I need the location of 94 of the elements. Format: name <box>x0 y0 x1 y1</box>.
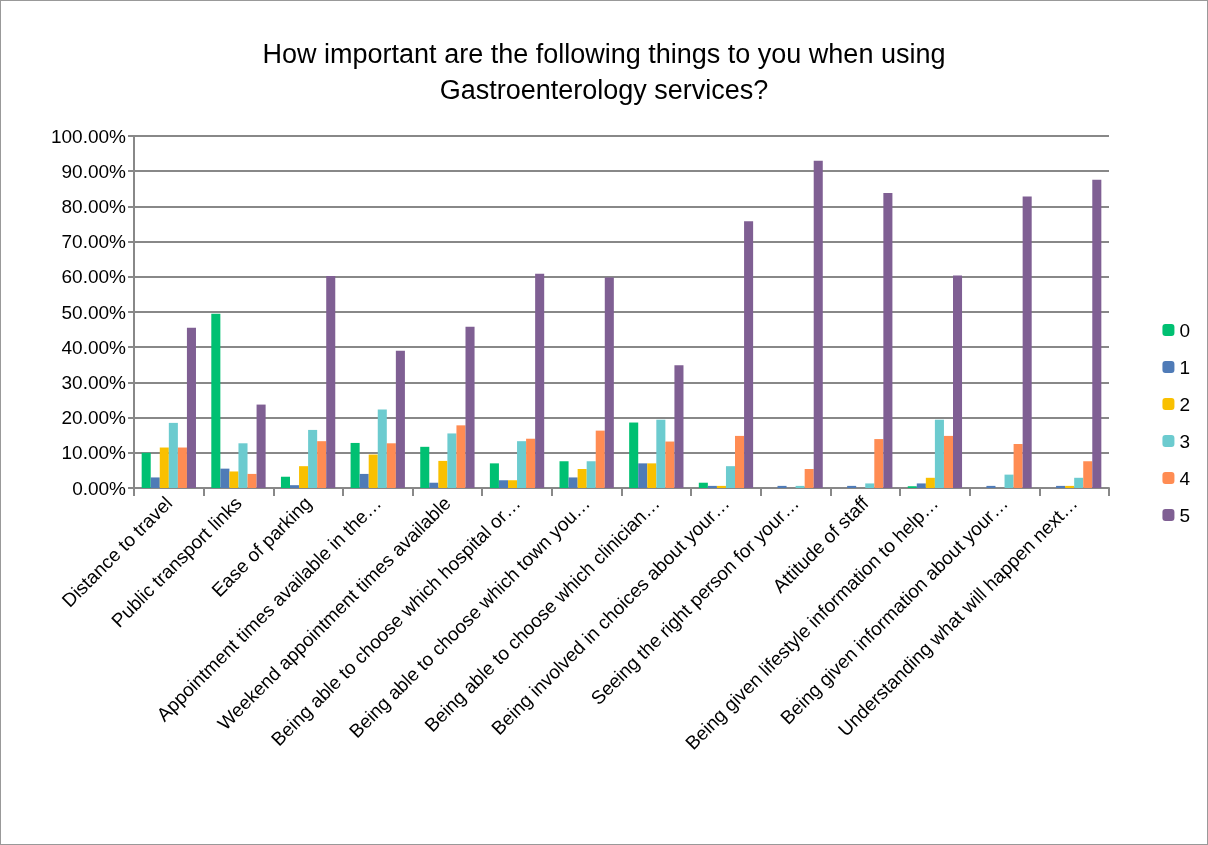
bar <box>498 480 508 488</box>
bar <box>507 480 518 488</box>
bar <box>586 461 596 488</box>
chart-title: How important are the following things to you when using Gastroenterology services? <box>262 39 946 105</box>
y-tick-label: 40.00% <box>61 336 127 358</box>
bar <box>925 477 935 488</box>
bar <box>883 193 893 488</box>
bar <box>629 422 639 488</box>
bar <box>308 429 318 488</box>
bar <box>638 463 648 488</box>
bar <box>1013 444 1023 488</box>
bar <box>1065 485 1075 488</box>
bar <box>874 439 884 488</box>
legend-label: 2 <box>1179 393 1191 415</box>
bar <box>568 477 578 488</box>
bar <box>559 461 569 488</box>
bar <box>707 485 717 488</box>
bar <box>1074 477 1084 488</box>
y-tick-label: 0.00% <box>72 477 127 499</box>
legend-label: 5 <box>1179 504 1191 526</box>
bar <box>744 221 754 488</box>
bar <box>420 446 430 488</box>
bar <box>725 466 736 488</box>
bar <box>1004 474 1014 488</box>
bar <box>220 468 230 488</box>
bar <box>377 409 387 488</box>
bar <box>943 435 953 488</box>
bar <box>326 276 336 488</box>
bar <box>1022 196 1032 488</box>
bar <box>368 454 378 488</box>
bar <box>456 425 466 488</box>
bar <box>795 485 805 488</box>
bar <box>465 326 475 488</box>
y-tick-label: 20.00% <box>61 407 127 429</box>
bar <box>395 350 405 488</box>
bar <box>438 460 448 488</box>
bar <box>247 473 257 488</box>
bar <box>934 419 944 488</box>
y-tick-label: 70.00% <box>61 231 127 253</box>
bar <box>847 485 857 488</box>
bar <box>804 468 814 488</box>
bar <box>290 485 300 488</box>
bar <box>953 275 963 488</box>
bar <box>647 463 657 488</box>
bar <box>1092 179 1102 488</box>
y-tick-label: 80.00% <box>61 195 127 217</box>
legend-label: 4 <box>1179 467 1191 489</box>
bar <box>665 441 675 488</box>
bar <box>280 476 290 488</box>
bar <box>813 160 823 488</box>
bar <box>447 433 457 488</box>
bar <box>674 365 684 488</box>
bar <box>317 441 327 488</box>
bar <box>716 485 726 488</box>
y-tick-label: 10.00% <box>61 442 127 464</box>
bar <box>359 473 369 488</box>
bar <box>159 447 169 488</box>
y-tick-label: 30.00% <box>61 371 127 393</box>
bar <box>735 435 745 488</box>
bar <box>350 442 360 488</box>
bar <box>150 477 160 488</box>
bar <box>229 471 239 488</box>
bar <box>656 419 666 488</box>
y-tick-label: 60.00% <box>61 266 127 288</box>
bar <box>168 422 178 488</box>
bar <box>777 485 787 488</box>
bar <box>256 404 266 488</box>
y-tick-label: 100.00% <box>50 125 127 147</box>
legend-label: 1 <box>1179 356 1191 378</box>
bar <box>526 438 536 488</box>
y-tick-label: 50.00% <box>61 301 127 323</box>
bar <box>604 277 614 488</box>
bar <box>211 313 221 488</box>
bar <box>489 463 499 488</box>
legend-label: 0 <box>1179 319 1191 341</box>
bar <box>517 441 527 488</box>
bar <box>595 430 605 488</box>
bar <box>429 482 439 488</box>
bar <box>698 482 708 488</box>
bar <box>916 483 926 488</box>
bar <box>177 447 187 488</box>
bar <box>1056 485 1066 488</box>
bar <box>186 327 196 488</box>
bar <box>141 452 151 488</box>
bar <box>299 466 309 488</box>
bar <box>1083 461 1093 488</box>
bar <box>577 468 587 488</box>
bar <box>865 483 875 488</box>
bar <box>986 485 996 488</box>
y-tick-label: 90.00% <box>61 160 127 182</box>
bar <box>535 273 545 488</box>
legend-label: 3 <box>1179 430 1191 452</box>
bar <box>386 443 396 488</box>
bar <box>238 443 248 488</box>
